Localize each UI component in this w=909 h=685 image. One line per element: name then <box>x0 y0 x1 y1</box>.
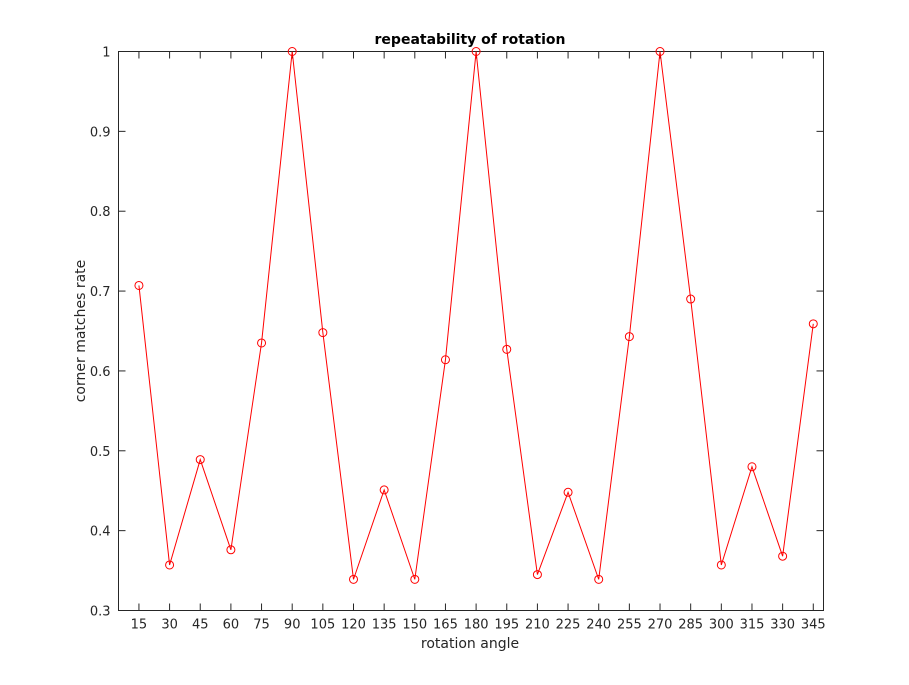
data-point-marker <box>226 545 236 555</box>
data-point-marker <box>778 551 788 561</box>
data-point-marker <box>287 47 297 56</box>
x-axis: 15 30 45 60 75 90 105 120 135 150 165 180 195 210 225 2… <box>131 51 826 633</box>
y-tick-label: 0.8 <box>90 205 111 220</box>
series-line <box>138 51 814 580</box>
x-tick-label: 225 <box>556 618 581 633</box>
x-tick-label: 315 <box>740 618 765 633</box>
x-tick-label: 15 <box>131 618 148 633</box>
data-point-marker <box>134 280 144 290</box>
plot-area <box>118 51 824 611</box>
data-point-marker <box>318 328 328 338</box>
data-point-marker <box>716 560 726 570</box>
x-tick-label: 45 <box>192 618 209 633</box>
x-tick-label: 210 <box>525 618 550 633</box>
y-tick-label: 0.4 <box>90 525 111 540</box>
x-tick-label: 285 <box>678 618 703 633</box>
x-tick-label: 120 <box>341 618 366 633</box>
x-tick-label: 90 <box>284 618 301 633</box>
data-point-marker <box>655 47 665 56</box>
chart-title: repeatability of rotation <box>375 32 566 48</box>
data-point-marker <box>563 487 573 497</box>
data-point-marker <box>808 319 818 329</box>
x-tick-label: 195 <box>494 618 519 633</box>
y-tick-label: 0.3 <box>90 605 111 620</box>
x-tick-label: 240 <box>586 618 611 633</box>
data-point-marker <box>502 344 512 354</box>
y-axis-label: corner matches rate <box>73 260 89 403</box>
x-tick-label: 150 <box>402 618 427 633</box>
x-tick-label: 165 <box>433 618 458 633</box>
data-point-marker <box>165 560 175 570</box>
x-tick-label: 345 <box>801 618 826 633</box>
data-point-marker <box>379 485 389 495</box>
x-tick-label: 330 <box>770 618 795 633</box>
data-point-marker <box>747 462 757 472</box>
x-tick-label: 105 <box>310 618 335 633</box>
y-axis: 0.3 0.4 0.5 0.6 0.7 0.8 0.9 1 <box>90 46 824 620</box>
x-tick-label: 60 <box>223 618 240 633</box>
data-point-marker <box>624 332 634 342</box>
y-tick-label: 0.6 <box>90 365 111 380</box>
x-axis-label: rotation angle <box>421 636 519 652</box>
data-point-marker <box>594 574 604 584</box>
data-point-marker <box>686 294 696 304</box>
data-point-marker <box>410 574 420 584</box>
x-tick-label: 75 <box>253 618 270 633</box>
x-tick-label: 270 <box>648 618 673 633</box>
x-tick-label: 300 <box>709 618 734 633</box>
x-tick-label: 30 <box>161 618 178 633</box>
x-tick-label: 135 <box>372 618 397 633</box>
data-point-marker <box>349 574 358 584</box>
data-point-marker <box>195 455 205 465</box>
data-point-marker <box>257 338 267 348</box>
data-point-marker <box>532 570 542 580</box>
y-tick-label: 0.5 <box>90 445 111 460</box>
data-point-marker <box>440 355 450 365</box>
y-tick-label: 0.7 <box>90 285 111 300</box>
y-tick-label: 0.9 <box>90 125 111 140</box>
y-tick-label: 1 <box>102 46 110 61</box>
data-point-marker <box>471 47 481 56</box>
series-group <box>134 47 818 584</box>
x-tick-label: 180 <box>464 618 489 633</box>
x-tick-label: 255 <box>617 618 642 633</box>
